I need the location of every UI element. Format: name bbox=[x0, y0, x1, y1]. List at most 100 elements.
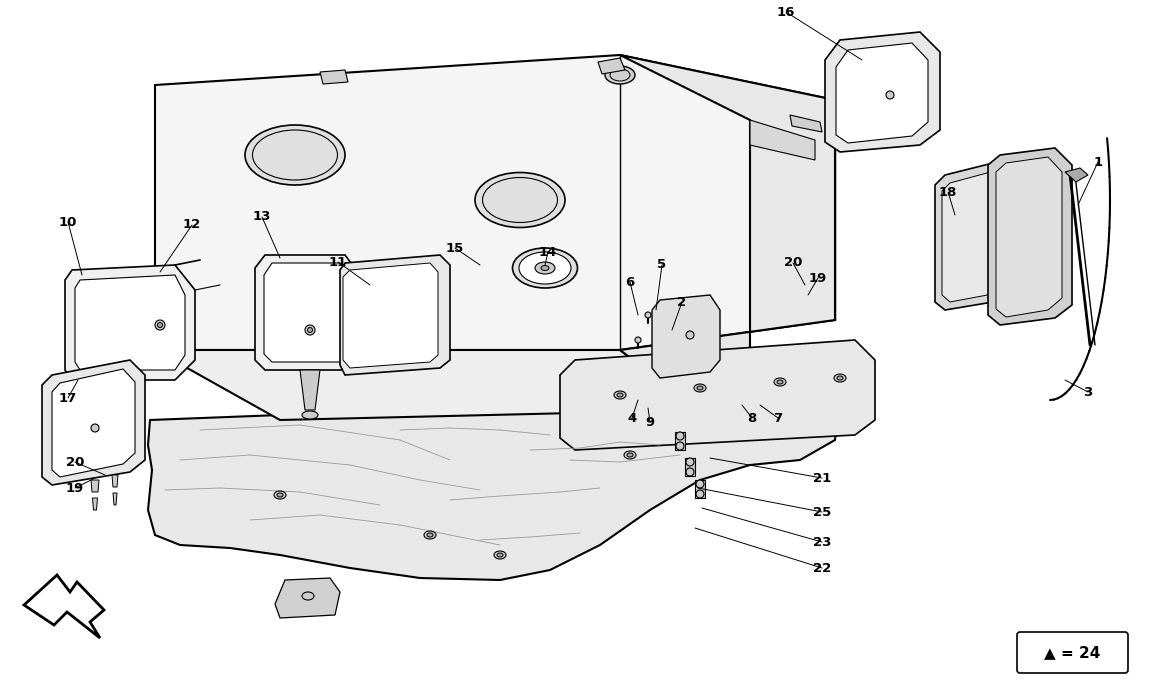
Ellipse shape bbox=[677, 317, 683, 323]
Ellipse shape bbox=[302, 411, 319, 419]
Polygon shape bbox=[790, 115, 822, 132]
Polygon shape bbox=[996, 157, 1061, 317]
Text: 10: 10 bbox=[59, 216, 77, 229]
Ellipse shape bbox=[834, 374, 846, 382]
Text: 2: 2 bbox=[677, 296, 687, 309]
Ellipse shape bbox=[427, 533, 434, 537]
Text: 19: 19 bbox=[66, 482, 84, 494]
Ellipse shape bbox=[687, 468, 693, 476]
Text: 9: 9 bbox=[645, 415, 654, 428]
Polygon shape bbox=[750, 120, 815, 160]
Ellipse shape bbox=[305, 325, 315, 335]
Polygon shape bbox=[836, 43, 928, 143]
Ellipse shape bbox=[497, 553, 503, 557]
Ellipse shape bbox=[687, 458, 693, 466]
Text: 22: 22 bbox=[813, 561, 831, 574]
Polygon shape bbox=[685, 458, 695, 476]
Text: 13: 13 bbox=[253, 210, 271, 223]
Text: 16: 16 bbox=[776, 5, 795, 18]
Ellipse shape bbox=[696, 490, 704, 498]
Ellipse shape bbox=[274, 491, 286, 499]
Polygon shape bbox=[155, 55, 835, 350]
Text: 5: 5 bbox=[658, 258, 667, 272]
Polygon shape bbox=[52, 369, 135, 477]
Text: 11: 11 bbox=[329, 255, 347, 268]
Polygon shape bbox=[300, 370, 320, 410]
Polygon shape bbox=[320, 70, 348, 84]
Ellipse shape bbox=[645, 312, 651, 318]
Polygon shape bbox=[75, 275, 185, 370]
Ellipse shape bbox=[635, 337, 641, 343]
Text: 20: 20 bbox=[784, 257, 803, 270]
Text: 14: 14 bbox=[539, 245, 558, 258]
Ellipse shape bbox=[657, 302, 664, 308]
Polygon shape bbox=[695, 480, 705, 498]
Ellipse shape bbox=[774, 378, 785, 386]
Polygon shape bbox=[43, 360, 145, 485]
Polygon shape bbox=[66, 265, 196, 380]
Text: 25: 25 bbox=[813, 505, 831, 518]
Ellipse shape bbox=[624, 451, 636, 459]
Polygon shape bbox=[560, 340, 875, 450]
Text: 15: 15 bbox=[446, 242, 465, 255]
Polygon shape bbox=[988, 148, 1072, 325]
Polygon shape bbox=[652, 295, 720, 378]
Text: 17: 17 bbox=[59, 391, 77, 404]
Ellipse shape bbox=[245, 125, 345, 185]
Polygon shape bbox=[340, 255, 450, 375]
Ellipse shape bbox=[886, 91, 894, 99]
Polygon shape bbox=[24, 575, 104, 638]
Ellipse shape bbox=[687, 331, 693, 339]
Polygon shape bbox=[620, 55, 835, 410]
Polygon shape bbox=[255, 255, 360, 370]
Text: 19: 19 bbox=[808, 272, 827, 285]
Ellipse shape bbox=[494, 551, 506, 559]
Text: 21: 21 bbox=[813, 471, 831, 484]
Ellipse shape bbox=[627, 453, 632, 457]
Ellipse shape bbox=[158, 322, 162, 328]
Polygon shape bbox=[935, 160, 1020, 310]
Polygon shape bbox=[148, 380, 840, 580]
Ellipse shape bbox=[424, 531, 436, 539]
Text: 3: 3 bbox=[1083, 385, 1092, 398]
Text: 12: 12 bbox=[183, 219, 201, 232]
Text: 7: 7 bbox=[774, 411, 782, 425]
Polygon shape bbox=[91, 480, 99, 492]
Text: 1: 1 bbox=[1094, 156, 1103, 169]
Ellipse shape bbox=[91, 424, 99, 432]
Text: 23: 23 bbox=[813, 535, 831, 548]
Polygon shape bbox=[113, 493, 117, 505]
Ellipse shape bbox=[302, 592, 314, 600]
Polygon shape bbox=[942, 170, 1010, 302]
Ellipse shape bbox=[676, 432, 684, 440]
FancyBboxPatch shape bbox=[1017, 632, 1128, 673]
Polygon shape bbox=[264, 263, 352, 362]
Ellipse shape bbox=[837, 376, 843, 380]
Polygon shape bbox=[92, 498, 98, 510]
Polygon shape bbox=[598, 58, 624, 74]
Polygon shape bbox=[675, 432, 685, 450]
Ellipse shape bbox=[475, 173, 565, 227]
Ellipse shape bbox=[676, 442, 684, 450]
Polygon shape bbox=[155, 350, 700, 420]
Polygon shape bbox=[343, 263, 438, 368]
Polygon shape bbox=[275, 578, 340, 618]
Ellipse shape bbox=[519, 252, 572, 284]
Text: 18: 18 bbox=[938, 186, 957, 199]
Polygon shape bbox=[825, 32, 940, 152]
Ellipse shape bbox=[513, 248, 577, 288]
Ellipse shape bbox=[535, 262, 555, 274]
Text: 4: 4 bbox=[628, 411, 637, 425]
Ellipse shape bbox=[696, 480, 704, 488]
Ellipse shape bbox=[540, 266, 549, 270]
Ellipse shape bbox=[692, 337, 698, 343]
Ellipse shape bbox=[307, 328, 313, 333]
Ellipse shape bbox=[614, 391, 626, 399]
Polygon shape bbox=[1065, 168, 1088, 182]
Text: 6: 6 bbox=[626, 275, 635, 288]
Text: ▲ = 24: ▲ = 24 bbox=[1044, 645, 1101, 660]
Ellipse shape bbox=[155, 320, 164, 330]
Ellipse shape bbox=[605, 66, 635, 84]
Ellipse shape bbox=[277, 493, 283, 497]
Text: 8: 8 bbox=[748, 411, 757, 425]
